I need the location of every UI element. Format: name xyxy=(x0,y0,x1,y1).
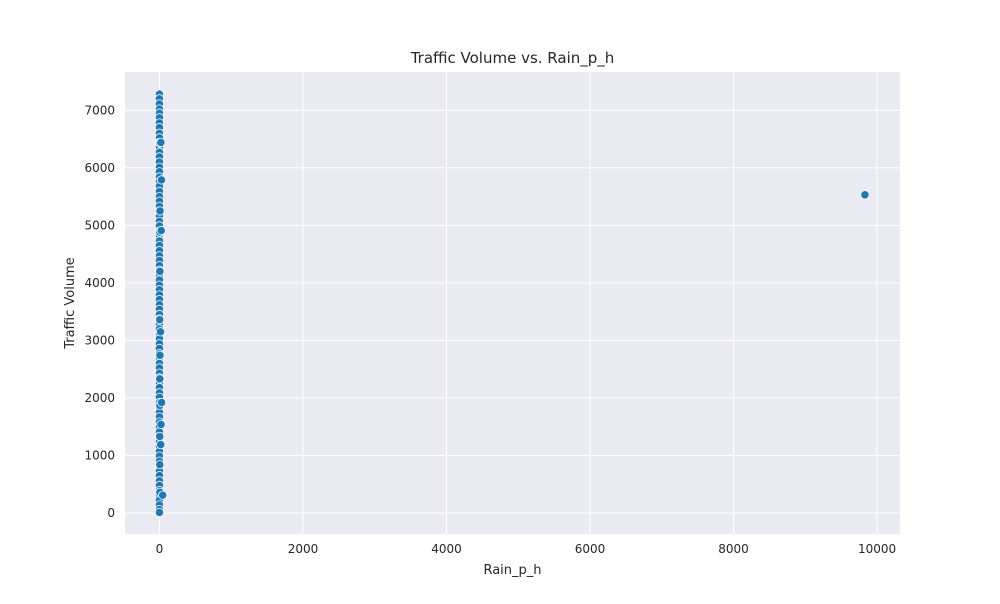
data-point xyxy=(154,507,165,518)
tick-labels: 0 2000 4000 6000 8000 10000 0 1000 2000 3000 4000 5… xyxy=(84,103,896,556)
y-tick-label: 6000 xyxy=(84,161,115,175)
y-tick-label: 0 xyxy=(107,506,115,520)
y-tick-label: 1000 xyxy=(84,448,115,462)
x-tick-label: 10000 xyxy=(858,542,896,556)
data-point xyxy=(156,225,166,236)
data-point xyxy=(156,175,167,185)
data-point xyxy=(158,490,168,500)
data-point xyxy=(156,397,167,408)
y-tick-label: 3000 xyxy=(84,333,115,347)
data-point xyxy=(155,327,166,337)
x-tick-label: 0 xyxy=(156,542,164,556)
x-tick-label: 4000 xyxy=(431,542,462,556)
data-point xyxy=(155,350,165,360)
data-point xyxy=(155,431,165,442)
data-point xyxy=(155,315,165,325)
y-axis-label: Traffic Volume xyxy=(63,257,78,350)
chart-title: Traffic Volume vs. Rain_p_h xyxy=(410,49,615,68)
y-tick-label: 4000 xyxy=(84,276,115,290)
data-point xyxy=(156,439,166,450)
data-points xyxy=(154,89,870,518)
data-point xyxy=(156,419,166,429)
x-tick-label: 6000 xyxy=(575,542,606,556)
gridlines xyxy=(125,72,900,534)
y-tick-label: 5000 xyxy=(84,218,115,232)
x-tick-label: 8000 xyxy=(718,542,749,556)
x-tick-label: 2000 xyxy=(288,542,319,556)
data-point xyxy=(155,460,165,470)
data-point xyxy=(156,137,166,148)
y-tick-label: 7000 xyxy=(84,103,115,117)
data-point xyxy=(155,374,165,384)
x-axis-label: Rain_p_h xyxy=(483,563,541,578)
y-tick-label: 2000 xyxy=(84,391,115,405)
data-point xyxy=(860,190,870,200)
data-point xyxy=(155,206,165,216)
data-point xyxy=(155,266,165,276)
plot-background xyxy=(125,72,900,534)
